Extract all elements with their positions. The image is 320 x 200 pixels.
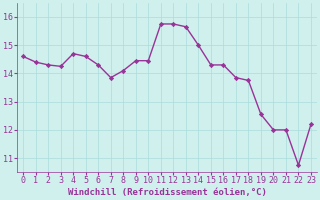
X-axis label: Windchill (Refroidissement éolien,°C): Windchill (Refroidissement éolien,°C) [68, 188, 267, 197]
